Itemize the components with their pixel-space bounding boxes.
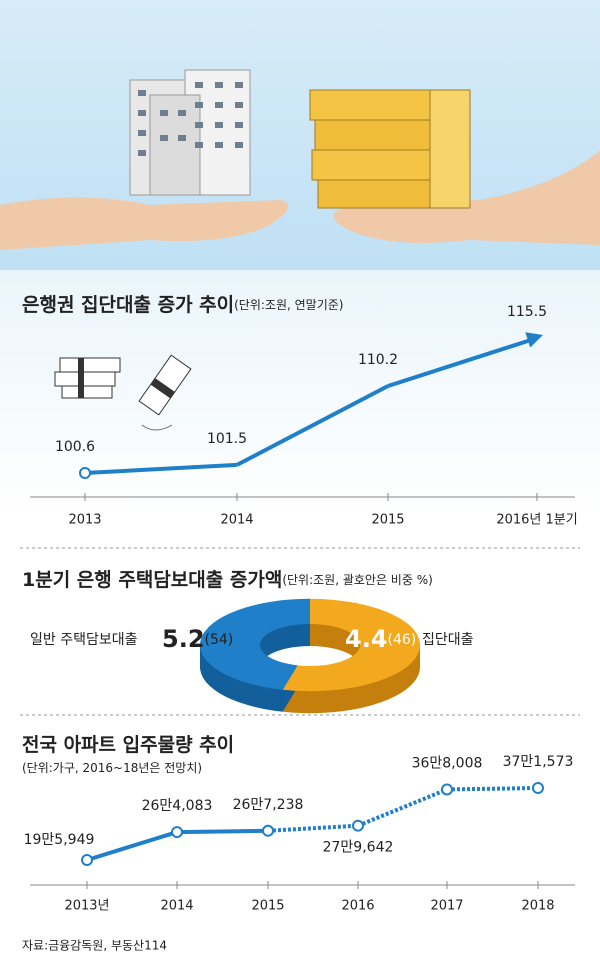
value: 5.2 [162,625,205,653]
line-segment [446,786,539,792]
donut-slice [199,598,310,690]
chart-unit: (단위:조원, 괄호안은 비중 %) [282,573,432,587]
chart-title: 1분기 은행 주택담보대출 증가액(단위:조원, 괄호안은 비중 %) [22,569,433,591]
donut-slice [282,598,421,692]
line-segment [236,384,389,467]
arrow-head [525,332,543,348]
point [352,819,364,832]
value-label: 4.4(46) [345,625,416,653]
category-label: 일반 주택담보대출 [30,632,138,648]
donut [199,598,421,714]
category-label: 집단대출 [422,632,474,648]
value-label: 36만8,008 [412,755,483,771]
x-tick-label: 2014 [220,513,253,528]
x-tick-label: 2016 [341,899,374,914]
illustration [0,69,600,250]
x-tick-label: 2013년 [64,899,109,914]
x-tick-label: 2015 [371,513,404,528]
x-tick-label: 2013 [68,513,101,528]
line-segment [86,830,178,862]
chart-title: 은행권 집단대출 증가 추이(단위:조원, 연말기준) [22,294,343,316]
value: 4.4 [345,625,388,653]
value-label: 5.2(54) [162,625,233,653]
x-tick-label: 2015 [251,899,284,914]
money-icon [54,354,192,431]
line-segment [357,787,448,828]
x-tick-label: 2016년 1분기 [496,513,577,528]
source: 자료:금융감독원, 부동산114 [22,939,167,953]
chart-unit-line: (단위:가구, 2016~18년은 전망치) [22,761,202,775]
line-segment [267,823,359,833]
line-segment [176,828,269,835]
value-label: 37만1,573 [503,754,574,770]
value-label: 115.5 [507,304,547,320]
value-label: 100.6 [55,439,95,455]
point [171,826,183,839]
chart-unit: (단위:조원, 연말기준) [234,298,343,312]
value-label: 101.5 [207,431,247,447]
x-tick-label: 2018 [521,899,554,914]
value-label: 26만7,238 [233,797,304,813]
value-label: 110.2 [358,352,398,368]
point [532,782,544,794]
point [262,824,274,837]
chart-unit: (단위:가구, 2016~18년은 전망치) [22,761,202,775]
line-segment [387,336,538,388]
chart-title: 전국 아파트 입주물량 추이 [22,734,234,756]
value-label: 26만4,083 [142,798,213,814]
share-label: (54) [205,632,234,648]
value-label: 19만5,949 [24,832,95,848]
share-label: (46) [388,632,417,648]
x-tick-label: 2014 [160,899,193,914]
title-text: 은행권 집단대출 증가 추이 [22,294,234,316]
x-tick-label: 2017 [430,899,463,914]
value-label: 27만9,642 [323,840,394,856]
title-text: 전국 아파트 입주물량 추이 [22,734,234,756]
point [81,854,93,866]
point [79,467,91,479]
title-text: 1분기 은행 주택담보대출 증가액 [22,569,282,591]
line-segment [84,462,238,475]
point [441,783,453,796]
